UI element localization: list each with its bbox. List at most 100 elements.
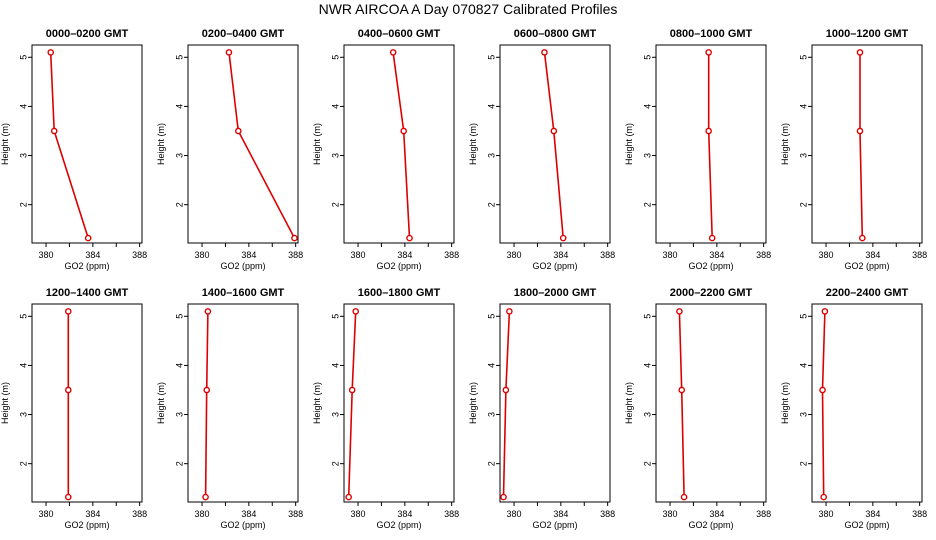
profile-point <box>84 234 92 242</box>
y-tick-label: 5 <box>18 314 28 319</box>
y-axis-label: Height (m) <box>312 382 322 424</box>
panel-title: 0800–1000 GMT <box>670 28 753 40</box>
panel-title: 2200–2400 GMT <box>826 287 909 299</box>
x-tick-label: 384 <box>85 250 100 260</box>
plot-frame <box>31 303 143 503</box>
y-tick-label: 3 <box>642 412 652 417</box>
y-tick-label: 2 <box>486 202 496 207</box>
y-tick-label: 4 <box>330 363 340 368</box>
profile-point <box>856 49 864 56</box>
profile-point <box>64 386 72 394</box>
figure-title: NWR AIRCOA A Day 070827 Calibrated Profi… <box>319 1 618 17</box>
profile-point <box>502 386 510 394</box>
y-tick-label: 5 <box>798 314 808 319</box>
y-tick-label: 5 <box>642 55 652 60</box>
x-axis-label: GO2 (ppm) <box>220 261 265 271</box>
profile-point <box>400 127 407 135</box>
profile-point <box>541 49 548 56</box>
y-tick-label: 5 <box>174 314 184 319</box>
profile-point <box>859 234 866 242</box>
y-tick-label: 3 <box>798 412 808 417</box>
plot-frame <box>811 303 923 503</box>
profile-point <box>819 386 826 394</box>
x-tick-label: 384 <box>241 509 256 519</box>
profile-panel: 0000–0200 GMT 380 384 388 2 3 4 5 GO2 (ppm) Heigh… <box>0 28 147 271</box>
profile-panel: 1200–1400 GMT 380 384 388 2 3 4 5 GO2 (ppm) Heigh… <box>0 287 147 530</box>
y-axis-label: Height (m) <box>312 123 322 165</box>
x-tick-label: 384 <box>85 509 100 519</box>
plot-frame <box>187 303 299 503</box>
profile-point <box>345 493 352 501</box>
profile-point <box>705 127 712 135</box>
profile-point <box>708 234 716 242</box>
y-tick-label: 3 <box>330 153 340 158</box>
y-tick-label: 5 <box>330 314 340 319</box>
y-tick-label: 5 <box>174 55 184 60</box>
x-tick-label: 380 <box>819 509 834 519</box>
plot-frame <box>187 44 299 244</box>
x-axis-label: GO2 (ppm) <box>376 261 421 271</box>
profile-panel: 1800–2000 GMT 380 384 388 2 3 4 5 GO2 (ppm) Heigh… <box>468 287 615 530</box>
x-tick-label: 380 <box>819 250 834 260</box>
profile-panel: 0800–1000 GMT 380 384 388 2 3 4 5 GO2 (ppm) Heigh… <box>624 28 771 271</box>
plot-frame <box>31 44 143 244</box>
y-tick-label: 3 <box>18 412 28 417</box>
y-tick-label: 4 <box>174 363 184 368</box>
y-axis-label: Height (m) <box>156 123 166 165</box>
x-tick-label: 380 <box>195 509 210 519</box>
y-axis-label: Height (m) <box>0 123 10 165</box>
y-axis-label: Height (m) <box>0 382 10 424</box>
panel-title: 2000–2200 GMT <box>670 287 753 299</box>
panel-title: 0600–0800 GMT <box>514 28 597 40</box>
y-tick-label: 2 <box>18 461 28 466</box>
x-tick-label: 388 <box>912 250 927 260</box>
y-tick-label: 4 <box>486 363 496 368</box>
y-tick-label: 3 <box>486 153 496 158</box>
profile-point <box>352 308 360 315</box>
profile-point <box>50 127 58 135</box>
y-axis-label: Height (m) <box>156 382 166 424</box>
y-tick-label: 3 <box>330 412 340 417</box>
profile-point <box>203 386 211 394</box>
profile-point <box>680 493 688 501</box>
x-tick-label: 380 <box>507 509 522 519</box>
x-tick-label: 384 <box>553 509 568 519</box>
y-tick-label: 5 <box>798 55 808 60</box>
y-tick-label: 3 <box>798 153 808 158</box>
x-tick-label: 380 <box>195 250 210 260</box>
x-axis-label: GO2 (ppm) <box>532 261 577 271</box>
x-tick-label: 384 <box>241 250 256 260</box>
x-tick-label: 380 <box>351 250 366 260</box>
x-tick-label: 388 <box>132 509 147 519</box>
x-axis-label: GO2 (ppm) <box>376 520 421 530</box>
x-tick-label: 384 <box>865 509 880 519</box>
plot-frame <box>499 44 611 244</box>
x-tick-label: 388 <box>912 509 927 519</box>
profile-point <box>500 493 507 501</box>
profile-point <box>202 493 209 501</box>
profile-panel: 1000–1200 GMT 380 384 388 2 3 4 5 GO2 (ppm) Heigh… <box>780 28 927 271</box>
y-tick-label: 5 <box>18 55 28 60</box>
profile-point <box>204 308 212 315</box>
panel-title: 0200–0400 GMT <box>202 28 285 40</box>
y-tick-label: 2 <box>798 461 808 466</box>
y-axis-label: Height (m) <box>624 123 634 165</box>
y-tick-label: 2 <box>174 461 184 466</box>
y-tick-label: 3 <box>642 153 652 158</box>
profile-point <box>506 308 513 315</box>
profile-point <box>559 234 567 242</box>
y-tick-label: 2 <box>642 202 652 207</box>
x-axis-label: GO2 (ppm) <box>64 261 109 271</box>
panel-title: 1800–2000 GMT <box>514 287 597 299</box>
profile-point <box>64 308 72 315</box>
x-tick-label: 384 <box>865 250 880 260</box>
x-tick-label: 388 <box>600 509 615 519</box>
y-tick-label: 2 <box>18 202 28 207</box>
y-tick-label: 4 <box>798 104 808 109</box>
x-axis-label: GO2 (ppm) <box>688 261 733 271</box>
panel-title: 1200–1400 GMT <box>46 287 129 299</box>
y-tick-label: 4 <box>330 104 340 109</box>
panel-title: 1600–1800 GMT <box>358 287 441 299</box>
x-tick-label: 388 <box>756 509 771 519</box>
